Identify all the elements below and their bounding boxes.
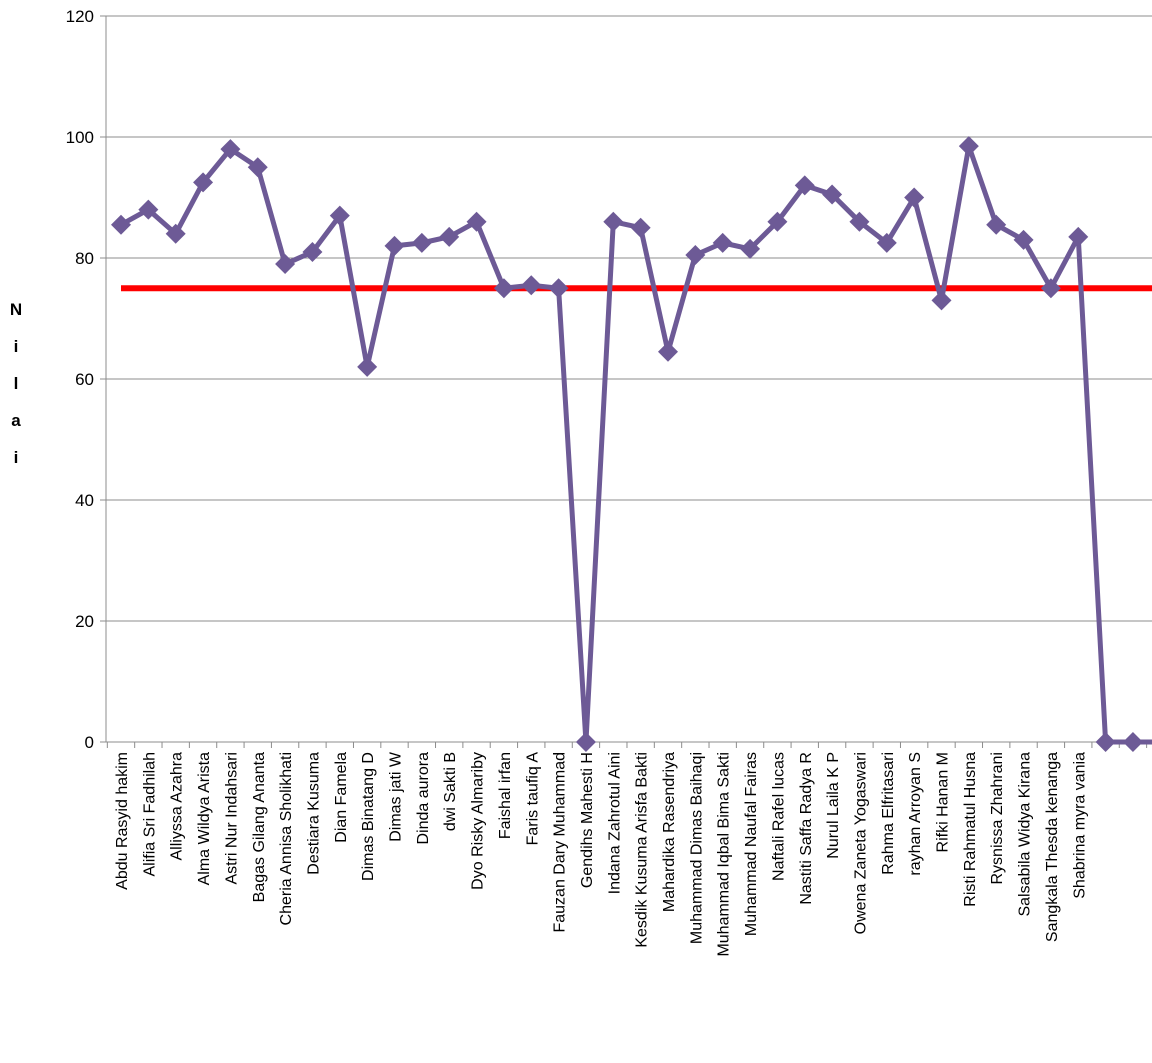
data-point-marker: [931, 290, 952, 311]
x-category-label: Alifia Sri Fadhilah: [141, 752, 158, 877]
x-category-label: Dyo Risky Almariby: [470, 752, 487, 890]
x-category-label: Shabrina myra vania: [1071, 752, 1088, 899]
x-category-label: Alma Wildya Arista: [196, 752, 213, 885]
x-category-label: Dian Famela: [333, 752, 350, 843]
x-category-label: Faris taufiq A: [524, 752, 541, 846]
x-category-label: Indana Zahrotul Aini: [606, 752, 623, 894]
x-category-label: Muhammad Dimas Baihaqi: [688, 752, 705, 944]
data-point-marker: [111, 214, 131, 235]
data-point-marker: [247, 157, 268, 178]
data-point-marker: [1122, 732, 1143, 752]
data-point-marker: [986, 214, 1007, 235]
y-axis-title-letter: l: [14, 374, 19, 393]
data-point-marker: [958, 136, 979, 157]
series-nilai-line: [119, 143, 1152, 745]
x-category-label: Destiara Kusuma: [305, 752, 322, 875]
y-tick-label: 80: [75, 249, 94, 268]
x-category-label: Risti Rahmatul Husna: [962, 752, 979, 907]
data-point-marker: [439, 226, 460, 247]
y-tick-labels: 0 20 40 60 80 100 120: [66, 7, 94, 752]
x-category-label: Mahardika Rasendriya: [661, 752, 678, 912]
x-category-label: Kesdik Kusuma Arisfa Bakti: [634, 752, 651, 948]
x-category-label: Dimas jati W: [388, 751, 405, 842]
data-point-marker: [685, 244, 706, 265]
grid-lines: [100, 15, 1152, 743]
x-category-label: Alliyssa Azahra: [169, 752, 186, 861]
y-axis-title-letter: i: [14, 448, 19, 467]
y-tick-label: 40: [75, 491, 94, 510]
data-point-marker: [630, 217, 651, 238]
x-category-label: Faishal irfan: [497, 752, 514, 839]
data-point-marker: [493, 278, 514, 299]
data-point-marker: [767, 211, 788, 232]
y-axis-title-letter: N: [10, 300, 22, 319]
y-tick-label: 120: [66, 7, 94, 26]
data-point-marker: [384, 235, 405, 256]
x-category-label: Salsabila Widya Kirana: [1017, 752, 1034, 917]
data-point-marker: [193, 172, 214, 193]
data-point-marker: [1068, 226, 1089, 247]
data-point-marker: [521, 275, 542, 296]
x-category-label: Naftali Rafel lucas: [770, 752, 787, 881]
x-category-label: Nastiti Saffa Radya R: [798, 752, 815, 905]
y-tick-label: 0: [85, 733, 94, 752]
x-category-label: Rysnissa Zhahrani: [989, 752, 1006, 885]
data-point-marker: [658, 341, 678, 362]
data-point-marker: [411, 232, 432, 253]
data-point-marker: [740, 238, 761, 259]
data-point-marker: [849, 211, 870, 232]
data-point-marker: [712, 232, 733, 253]
data-point-marker: [603, 211, 624, 232]
data-point-marker: [876, 232, 897, 253]
x-category-labels: Abdu Rasyid hakim Alifia Sri Fadhilah Alli…: [114, 751, 1088, 956]
data-point-marker: [275, 254, 296, 275]
x-category-label: dwi Sakti B: [442, 752, 459, 831]
x-category-label: Bagas Gilang Ananta: [251, 752, 268, 902]
x-category-label: Rahma Elfritasari: [880, 752, 897, 875]
x-category-label: Rifki Hanan M: [935, 752, 952, 852]
x-category-label: Dinda aurora: [415, 752, 432, 845]
data-point-marker: [575, 732, 596, 752]
x-category-label: Owena Zaneta Yogaswari: [852, 752, 869, 934]
data-point-marker: [466, 211, 487, 232]
y-tick-label: 60: [75, 370, 94, 389]
data-point-marker: [220, 139, 241, 160]
data-point-marker: [1040, 278, 1061, 299]
x-category-label: Nurul Laila K P: [825, 752, 842, 859]
x-category-label: Cheria Annisa Sholikhati: [278, 752, 295, 925]
data-point-marker: [138, 199, 159, 220]
y-tick-label: 20: [75, 612, 94, 631]
x-category-label: Muhammad Iqbal Bima Sakti: [716, 752, 733, 957]
x-tick-marks: [106, 742, 1148, 748]
y-tick-label: 100: [66, 128, 94, 147]
data-point-marker: [329, 205, 350, 226]
data-point-marker: [548, 278, 569, 299]
data-point-marker: [822, 184, 843, 205]
x-category-label: Dimas Binatang D: [360, 752, 377, 881]
data-point-marker: [904, 187, 925, 208]
data-point-marker: [1095, 732, 1116, 752]
data-point-marker: [794, 175, 815, 196]
y-axis-title-letter: i: [14, 337, 19, 356]
x-category-label: Muhammad Naufal Fairas: [743, 752, 760, 936]
x-category-label: Abdu Rasyid hakim: [114, 752, 131, 890]
x-category-label: Gendihs Mahesti H: [579, 752, 596, 888]
data-point-marker: [1013, 229, 1034, 250]
axes: [105, 16, 1152, 743]
data-point-marker: [302, 241, 323, 262]
x-category-label: rayhan Arroyan S: [907, 752, 924, 876]
x-category-label: Fauzan Dary Muhammad: [552, 752, 569, 933]
x-category-label: Sangkala Thesda kenanga: [1044, 752, 1061, 942]
data-point-marker: [357, 356, 378, 377]
series-layer: [111, 136, 1152, 752]
x-category-label: Astri Nur Indahsari: [223, 752, 240, 885]
y-axis-title-letter: a: [11, 411, 21, 430]
data-point-marker: [165, 223, 186, 244]
